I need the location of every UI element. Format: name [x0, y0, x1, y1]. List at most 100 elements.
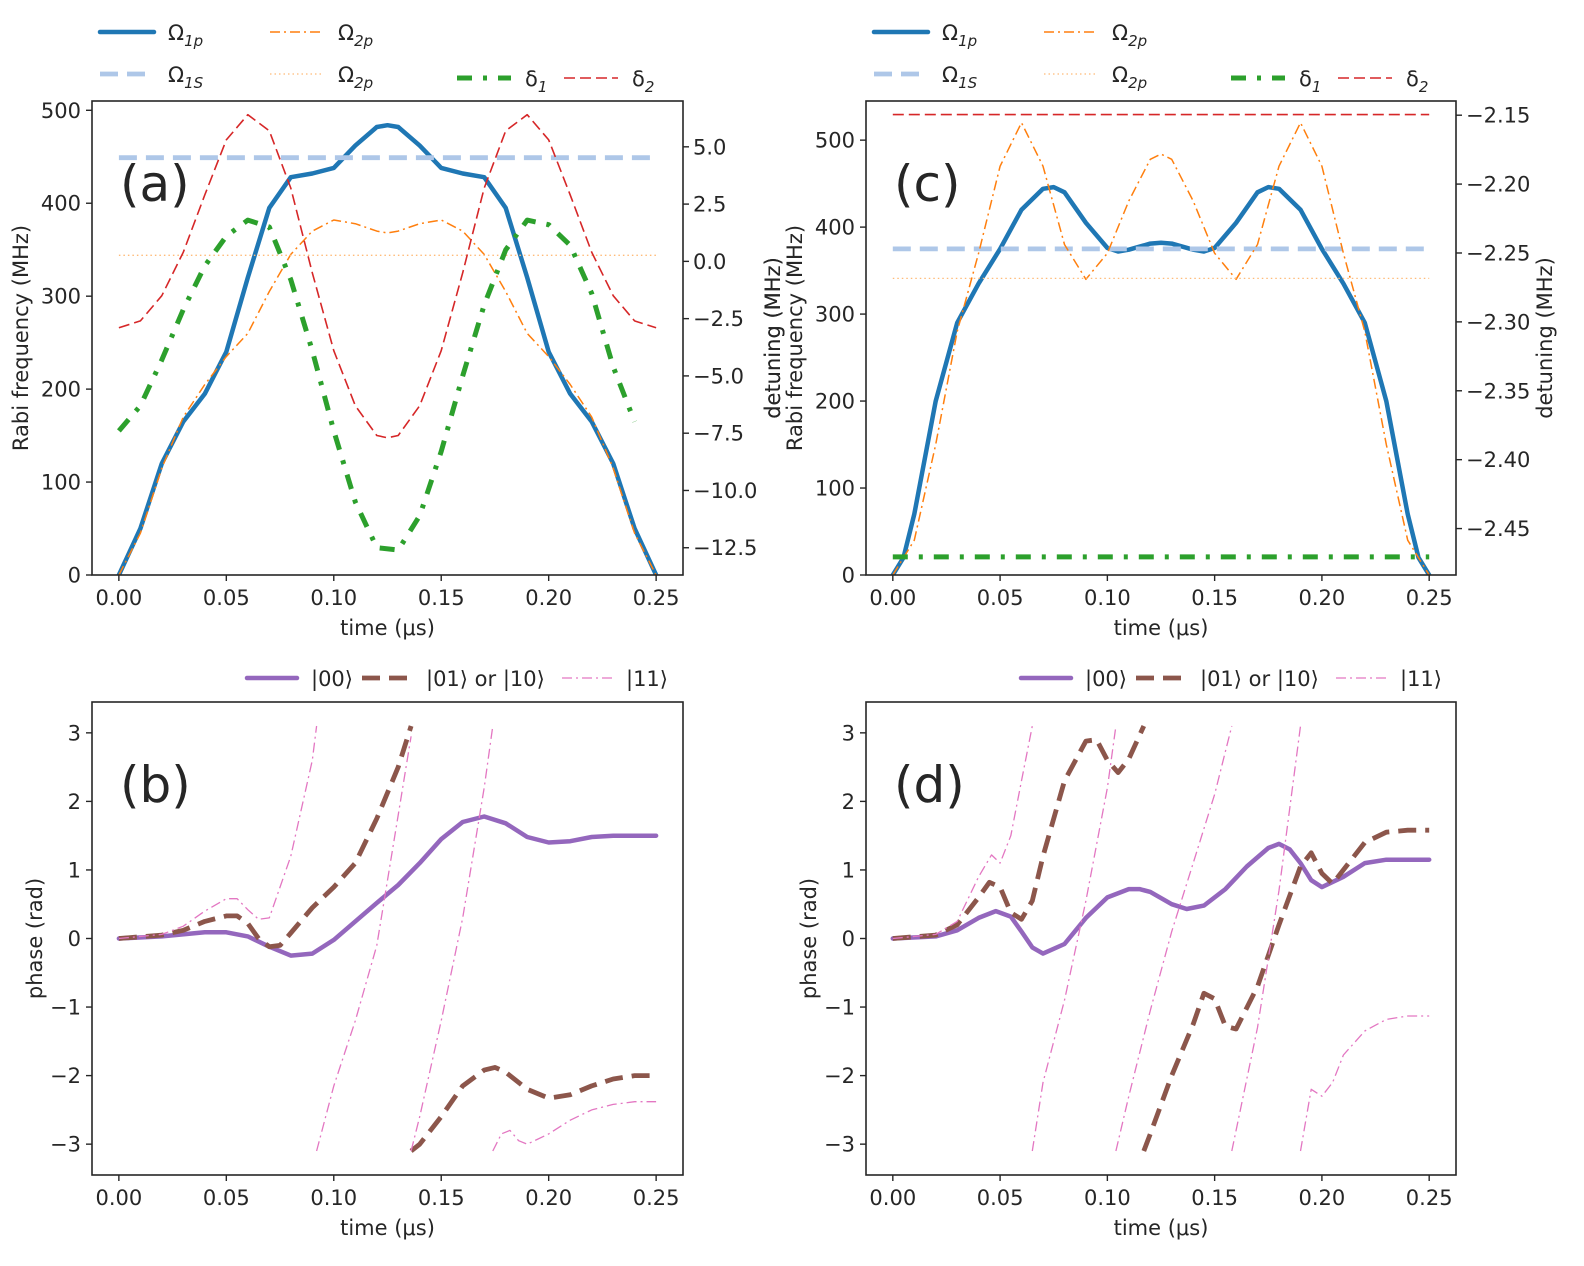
y-tick-label: −3	[50, 1133, 81, 1157]
y2-tick-label: −2.20	[1466, 173, 1530, 197]
series-s11-line	[892, 725, 1430, 1152]
legend-b: |00⟩ |01⟩ or |10⟩ |11⟩	[244, 667, 668, 692]
x-tick-label: 0.05	[977, 1186, 1024, 1210]
panel-label: (a)	[120, 155, 190, 213]
y-tick-label: 0	[68, 564, 81, 588]
x-tick-label: 0.00	[95, 586, 142, 610]
y-axis-label: phase (rad)	[797, 878, 821, 999]
y-tick-label: −2	[50, 1064, 81, 1088]
legend-subscript: 2p	[1128, 32, 1147, 50]
series-omega2p-line	[892, 121, 1430, 575]
series-omega1p-line	[116, 122, 659, 575]
x-tick-label: 0.15	[1191, 586, 1238, 610]
x-tick-label: 0.00	[869, 586, 916, 610]
legend-subscript: 1S	[958, 74, 978, 92]
panel-label: (c)	[894, 155, 961, 213]
x-tick-label: 0.00	[95, 1186, 142, 1210]
legend-label-s00: |00⟩	[1085, 667, 1127, 692]
y2-tick-label: 0.0	[693, 250, 726, 274]
series-delta1-line	[116, 217, 637, 553]
y-tick-label: 2	[842, 790, 855, 814]
y-axis-label-overlap: detuning (MHz)	[761, 257, 785, 419]
y2-tick-label: −12.5	[693, 536, 757, 560]
series-s00-line	[890, 841, 1432, 956]
legend-label-s01: |01⟩ or |10⟩	[426, 667, 545, 692]
x-tick-label: 0.05	[203, 586, 250, 610]
y-tick-label: 300	[815, 303, 855, 327]
panel-d: 0.00 0.05 0.10 0.15 0.20 0.25 −3 −2 −1 0 1 2 3 time (…	[797, 667, 1457, 1240]
y-tick-label: 0	[68, 927, 81, 951]
y-tick-label: 400	[815, 216, 855, 240]
axes-frame	[865, 100, 1457, 576]
legend-subscript: 2	[1419, 78, 1429, 96]
y2-tick-label: −2.15	[1466, 104, 1530, 128]
legend-d: |00⟩ |01⟩ or |10⟩ |11⟩	[1018, 667, 1442, 692]
y2-tick-label: −2.40	[1466, 448, 1530, 472]
y-tick-label: 300	[41, 285, 81, 309]
x-tick-label: 0.10	[310, 586, 357, 610]
series-group-c	[890, 113, 1432, 575]
y-tick-label: −3	[824, 1133, 855, 1157]
x-tick-label: 0.20	[1299, 586, 1346, 610]
y-tick-label: 1	[842, 858, 855, 882]
y-tick-label: 3	[68, 721, 81, 745]
x-axis-label: time (μs)	[340, 1216, 435, 1240]
x-tick-label: 0.20	[1299, 1186, 1346, 1210]
x-tick-label: 0.10	[1084, 586, 1131, 610]
series-omega2p-line	[118, 219, 657, 575]
series-group-d	[890, 725, 1432, 1152]
legend-label-s01: |01⟩ or |10⟩	[1200, 667, 1319, 692]
legend-subscript: 1S	[184, 74, 204, 92]
y-tick-label: 2	[68, 790, 81, 814]
axes-frame	[91, 100, 684, 576]
series-s11-line	[118, 725, 657, 1152]
legend-subscript: 1	[538, 78, 548, 96]
legend-subscript: 1p	[184, 32, 203, 50]
x-tick-label: 0.05	[977, 586, 1024, 610]
panel-label: (d)	[894, 756, 965, 814]
y-tick-label: −1	[50, 996, 81, 1020]
x-axis-label: time (μs)	[1114, 1216, 1209, 1240]
y2-tick-label: −2.25	[1466, 241, 1530, 265]
y2-tick-label: −10.0	[693, 479, 757, 503]
legend-label-s11: |11⟩	[626, 667, 668, 692]
x-tick-label: 0.25	[633, 586, 680, 610]
legend-subscript: 2p	[354, 32, 373, 50]
y2-axis-label: detuning (MHz)	[1533, 257, 1557, 419]
y2-tick-label: −2.35	[1466, 379, 1530, 403]
series-s00-line	[116, 814, 659, 958]
legend-label-s00: |00⟩	[311, 667, 353, 692]
y-axis-label: Rabi frequency (MHz)	[9, 225, 33, 451]
y2-axis-label: detuning (MHz)	[761, 257, 785, 419]
series-s01-line	[892, 725, 1430, 1152]
legend-subscript: 2	[645, 78, 655, 96]
x-tick-label: 0.15	[418, 586, 465, 610]
series-omega1p-line	[890, 184, 1432, 575]
legend-subscript: 1p	[958, 32, 977, 50]
y-tick-label: 500	[815, 129, 855, 153]
panel-c: 0.00 0.05 0.10 0.15 0.20 0.25 0 100 200 300 400 500…	[761, 21, 1557, 640]
x-tick-label: 0.25	[633, 1186, 680, 1210]
x-axis-label: time (μs)	[1114, 616, 1209, 640]
legend-label-s11: |11⟩	[1400, 667, 1442, 692]
y-tick-label: −2	[824, 1064, 855, 1088]
y-tick-label: 200	[41, 378, 81, 402]
y-tick-label: 3	[842, 721, 855, 745]
y-tick-label: 0	[842, 564, 855, 588]
panel-b: 0.00 0.05 0.10 0.15 0.20 0.25 −3 −2 −1 0 1 2 3 time (…	[23, 667, 684, 1240]
y-axis-label: phase (rad)	[23, 878, 47, 999]
x-tick-label: 0.20	[525, 586, 572, 610]
y-tick-label: 400	[41, 192, 81, 216]
panel-label: (b)	[120, 756, 191, 814]
y-tick-label: 1	[68, 858, 81, 882]
x-tick-label: 0.10	[1084, 1186, 1131, 1210]
legend-subscript: 2p	[1128, 74, 1147, 92]
y2-tick-label: −2.5	[693, 307, 744, 331]
x-tick-label: 0.25	[1406, 1186, 1453, 1210]
series-s01-line	[118, 725, 657, 1153]
y2-tick-label: −7.5	[693, 422, 744, 446]
x-tick-label: 0.10	[310, 1186, 357, 1210]
x-tick-label: 0.20	[525, 1186, 572, 1210]
